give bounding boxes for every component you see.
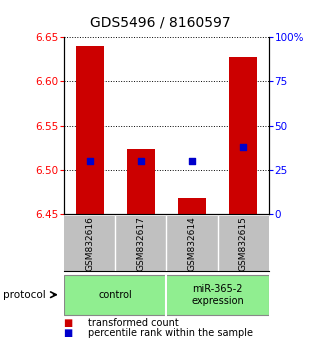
Point [87, 158, 92, 164]
Point [138, 158, 143, 164]
Text: GSM832616: GSM832616 [85, 216, 94, 271]
Text: GDS5496 / 8160597: GDS5496 / 8160597 [90, 16, 230, 30]
Bar [127, 149, 155, 214]
Bar [166, 275, 269, 315]
Bar [64, 275, 166, 315]
Bar [76, 46, 104, 214]
Text: GSM832615: GSM832615 [239, 216, 248, 271]
Text: ■: ■ [64, 318, 76, 328]
Text: control: control [98, 290, 132, 300]
Bar [178, 198, 206, 214]
Text: GSM832614: GSM832614 [188, 216, 196, 271]
Text: transformed count: transformed count [88, 318, 179, 328]
Bar [229, 57, 257, 214]
Text: miR-365-2
expression: miR-365-2 expression [191, 284, 244, 306]
Point [241, 144, 246, 150]
Point [189, 158, 195, 164]
Text: protocol: protocol [3, 290, 46, 300]
Text: ■: ■ [64, 329, 76, 338]
Text: GSM832617: GSM832617 [136, 216, 145, 271]
Text: percentile rank within the sample: percentile rank within the sample [88, 329, 253, 338]
